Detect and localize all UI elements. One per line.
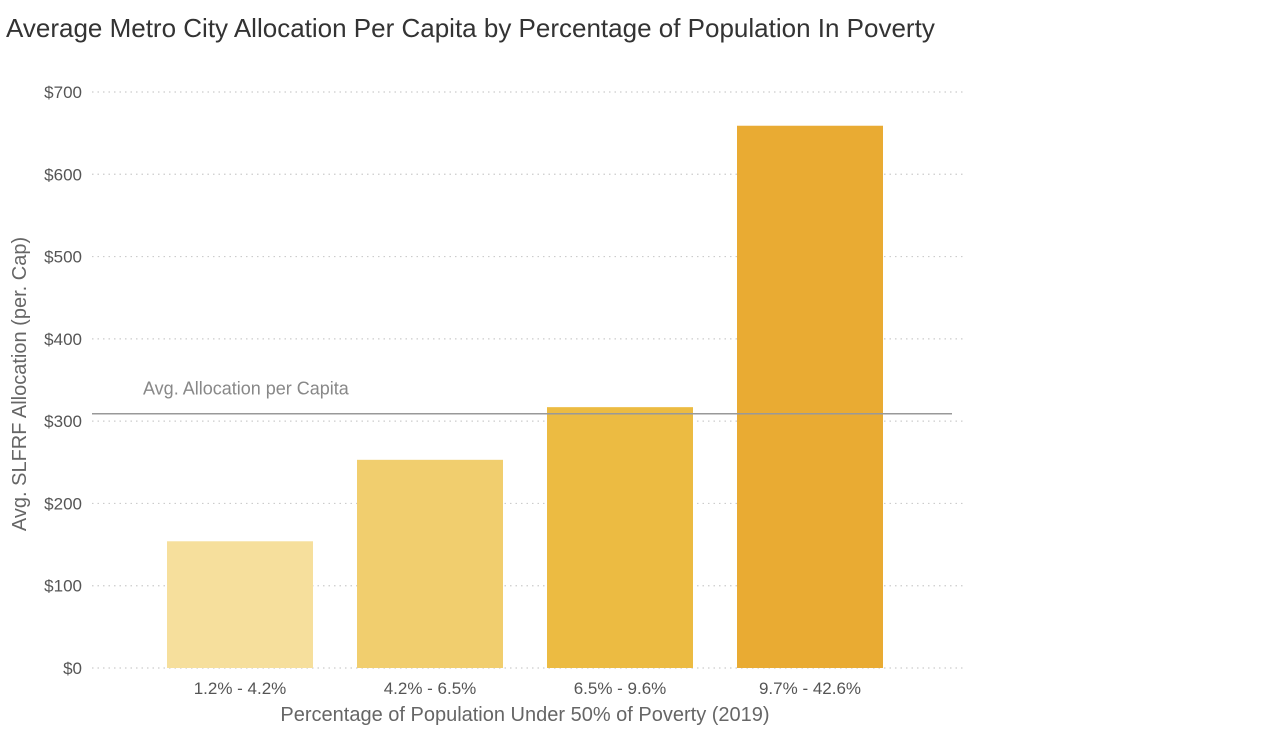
- x-tick-label: 4.2% - 6.5%: [384, 679, 477, 698]
- y-axis-title: Avg. SLFRF Allocation (per. Cap): [9, 237, 31, 531]
- y-axis-ticks: $0 $100 $200 $300 $400 $500 $600 $700: [44, 83, 82, 678]
- y-tick-label: $200: [44, 494, 82, 513]
- y-tick-label: $600: [44, 165, 82, 184]
- x-tick-label: 6.5% - 9.6%: [574, 679, 667, 698]
- bar: [167, 541, 313, 668]
- bar: [357, 459, 503, 668]
- x-axis-title: Percentage of Population Under 50% of Po…: [280, 704, 769, 726]
- reference-line-label: Avg. Allocation per Capita: [143, 379, 350, 399]
- reference-line-group: Avg. Allocation per Capita: [92, 379, 952, 415]
- y-tick-label: $300: [44, 412, 82, 431]
- bar: [547, 407, 693, 668]
- y-tick-label: $100: [44, 577, 82, 596]
- bar: [737, 125, 883, 669]
- x-axis-ticks: 1.2% - 4.2% 4.2% - 6.5% 6.5% - 9.6% 9.7% - …: [194, 679, 861, 698]
- y-tick-label: $500: [44, 248, 82, 267]
- bars: [167, 125, 883, 669]
- chart-title: Average Metro City Allocation Per Capita…: [6, 13, 935, 43]
- x-tick-label: 9.7% - 42.6%: [759, 679, 861, 698]
- y-tick-label: $700: [44, 83, 82, 102]
- y-tick-label: $400: [44, 330, 82, 349]
- x-tick-label: 1.2% - 4.2%: [194, 679, 287, 698]
- y-tick-label: $0: [63, 659, 82, 678]
